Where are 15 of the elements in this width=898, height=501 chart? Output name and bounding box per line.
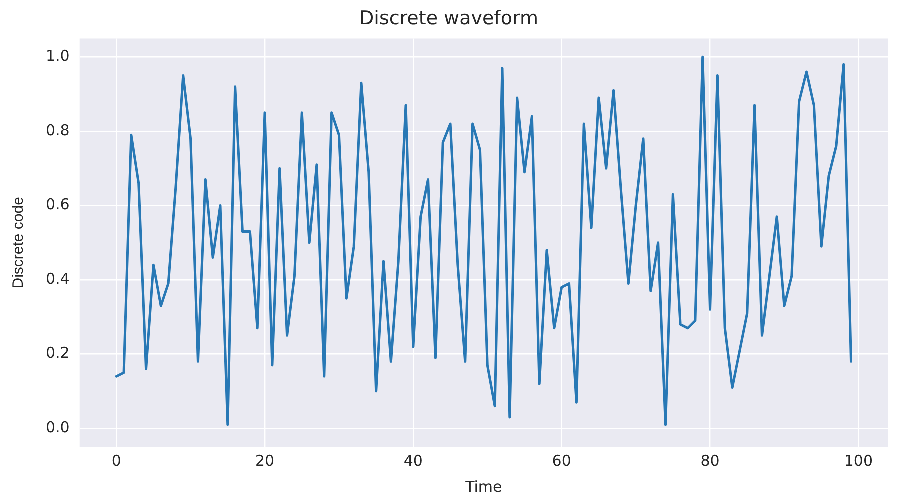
y-tick-label: 0.2: [46, 344, 70, 362]
chart-title: Discrete waveform: [360, 7, 538, 30]
x-tick-label: 100: [844, 452, 874, 470]
x-tick-label: 20: [255, 452, 275, 470]
y-tick-label: 0.0: [46, 418, 70, 437]
y-tick-label: 1.0: [46, 47, 70, 66]
x-tick-label: 80: [700, 452, 720, 470]
y-tick-label: 0.6: [46, 196, 70, 214]
x-tick-label: 60: [552, 452, 572, 470]
x-tick-label: 40: [404, 452, 423, 470]
y-tick-label: 0.8: [46, 121, 70, 140]
y-axis-title: Discrete code: [10, 197, 28, 289]
y-tick-label: 0.4: [46, 270, 70, 288]
x-axis-title: Time: [464, 478, 502, 496]
x-tick-label: 0: [112, 452, 122, 470]
